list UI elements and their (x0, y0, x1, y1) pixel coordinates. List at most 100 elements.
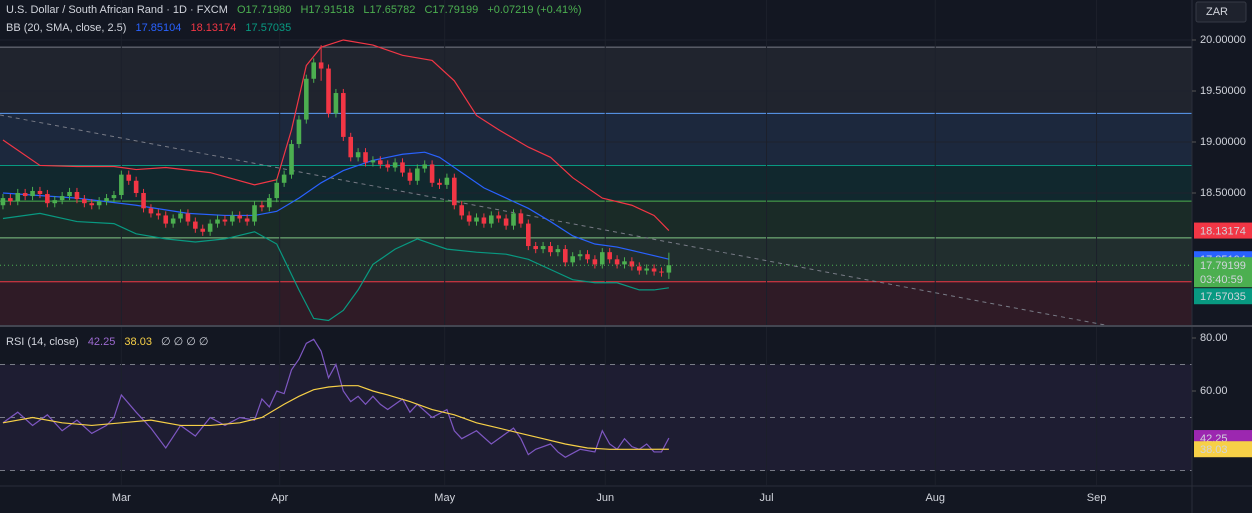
symbol-title: U.S. Dollar / South African Rand · 1D · … (6, 4, 228, 16)
candle-body (511, 213, 516, 226)
candle-body (429, 164, 435, 183)
candle-body (230, 215, 235, 222)
candle-body (67, 191, 72, 197)
candle-body (370, 160, 376, 163)
close-tag-box (1194, 257, 1252, 288)
x-tick-label: Mar (112, 492, 131, 504)
rsi-value: 42.25 (88, 336, 116, 348)
level-zone (0, 281, 1192, 325)
low-label: L17.65782 (363, 4, 415, 16)
x-tick-label: Aug (925, 492, 945, 504)
candle-body (540, 246, 546, 250)
candle-body (133, 180, 139, 194)
candle-body (96, 201, 102, 206)
candle-body (518, 213, 524, 224)
candle-body (333, 93, 339, 114)
candle-body (74, 191, 80, 200)
candle-body (548, 246, 553, 253)
change-label: +0.07219 (+0.41%) (487, 4, 581, 16)
candle-body (659, 271, 664, 273)
rsi-ma-tag: 38.03 (1200, 444, 1228, 456)
close-tag: 17.79199 (1200, 260, 1246, 272)
candle-body (304, 78, 309, 120)
candle-body (141, 193, 146, 209)
candle-body (585, 254, 590, 260)
candle-body (22, 193, 28, 197)
band-line (2, 212, 669, 322)
candle-body (622, 261, 627, 265)
candle-body (481, 217, 487, 224)
candle-body (400, 162, 405, 173)
indicator-legend: BB (20, SMA, close, 2.5) 17.85104 18.131… (6, 22, 291, 34)
candle-body (422, 164, 428, 169)
candle-body (163, 215, 169, 224)
rsi-title: RSI (14, close) (6, 336, 79, 348)
candle-body (37, 190, 43, 195)
candle-body (8, 198, 13, 202)
y-tick-label: 19.50000 (1200, 85, 1246, 97)
candle-body (30, 190, 35, 197)
currency: ZAR (1206, 6, 1228, 18)
candle-body (363, 152, 368, 163)
candle-body (311, 62, 317, 79)
candle-body (267, 198, 272, 208)
candle-body (289, 144, 294, 175)
y-tick-label: 80.00 (1200, 332, 1228, 344)
candle-body (599, 252, 605, 265)
backgrounds (0, 39, 1192, 472)
candle-body (444, 177, 450, 185)
level-zone (0, 165, 1192, 202)
candle-body (193, 221, 198, 229)
candle-body (0, 198, 6, 206)
upper-value: 18.13174 (190, 22, 236, 34)
candle-body (237, 215, 243, 219)
candle-body (378, 160, 383, 165)
rsi-ma-value: 38.03 (124, 336, 152, 348)
candle-body (215, 219, 220, 224)
open-label: O17.71980 (237, 4, 291, 16)
candle-body (89, 203, 95, 206)
candle-body (52, 200, 58, 204)
candle-body (526, 223, 531, 247)
candle-body (415, 168, 420, 181)
rsi-ma-tag-box (1194, 441, 1252, 458)
band-line (2, 151, 670, 260)
level-zone (0, 201, 1192, 238)
candle-body (148, 208, 154, 214)
candle-body (296, 119, 302, 145)
x-tick-label: Jul (760, 492, 774, 504)
candle-body (104, 198, 109, 202)
candle-body (252, 205, 257, 222)
candle-body (459, 205, 464, 216)
basis-value: 17.85104 (136, 22, 182, 34)
candle-body (45, 194, 50, 204)
candle-body (178, 213, 183, 219)
marks (0, 39, 1192, 458)
candle-body (636, 266, 642, 271)
y-tick-label: 20.00000 (1200, 34, 1246, 46)
upper-tag-box (1194, 222, 1252, 239)
candle-body (437, 182, 442, 185)
candle-body (318, 62, 324, 69)
candle-body (111, 195, 117, 199)
rsi-line (2, 338, 670, 458)
level-zone (0, 47, 1192, 114)
lower-tag-box (1194, 288, 1252, 305)
candle-body (651, 268, 657, 272)
lower-tag: 17.57035 (1200, 291, 1246, 303)
candle-body (119, 174, 124, 196)
candle-body (59, 196, 65, 201)
candle-body (185, 213, 191, 222)
candle-body (348, 136, 354, 158)
candle-body (489, 215, 494, 224)
candle-body (503, 218, 509, 226)
candle-body (562, 249, 568, 263)
trendline (0, 114, 1105, 326)
rsi-ma-line (2, 385, 669, 450)
symbol-legend: U.S. Dollar / South African Rand · 1D · … (6, 4, 582, 16)
candle-body (592, 259, 598, 265)
x-tick-label: May (434, 492, 455, 504)
candle-body (222, 219, 228, 222)
candle-body (474, 217, 479, 222)
